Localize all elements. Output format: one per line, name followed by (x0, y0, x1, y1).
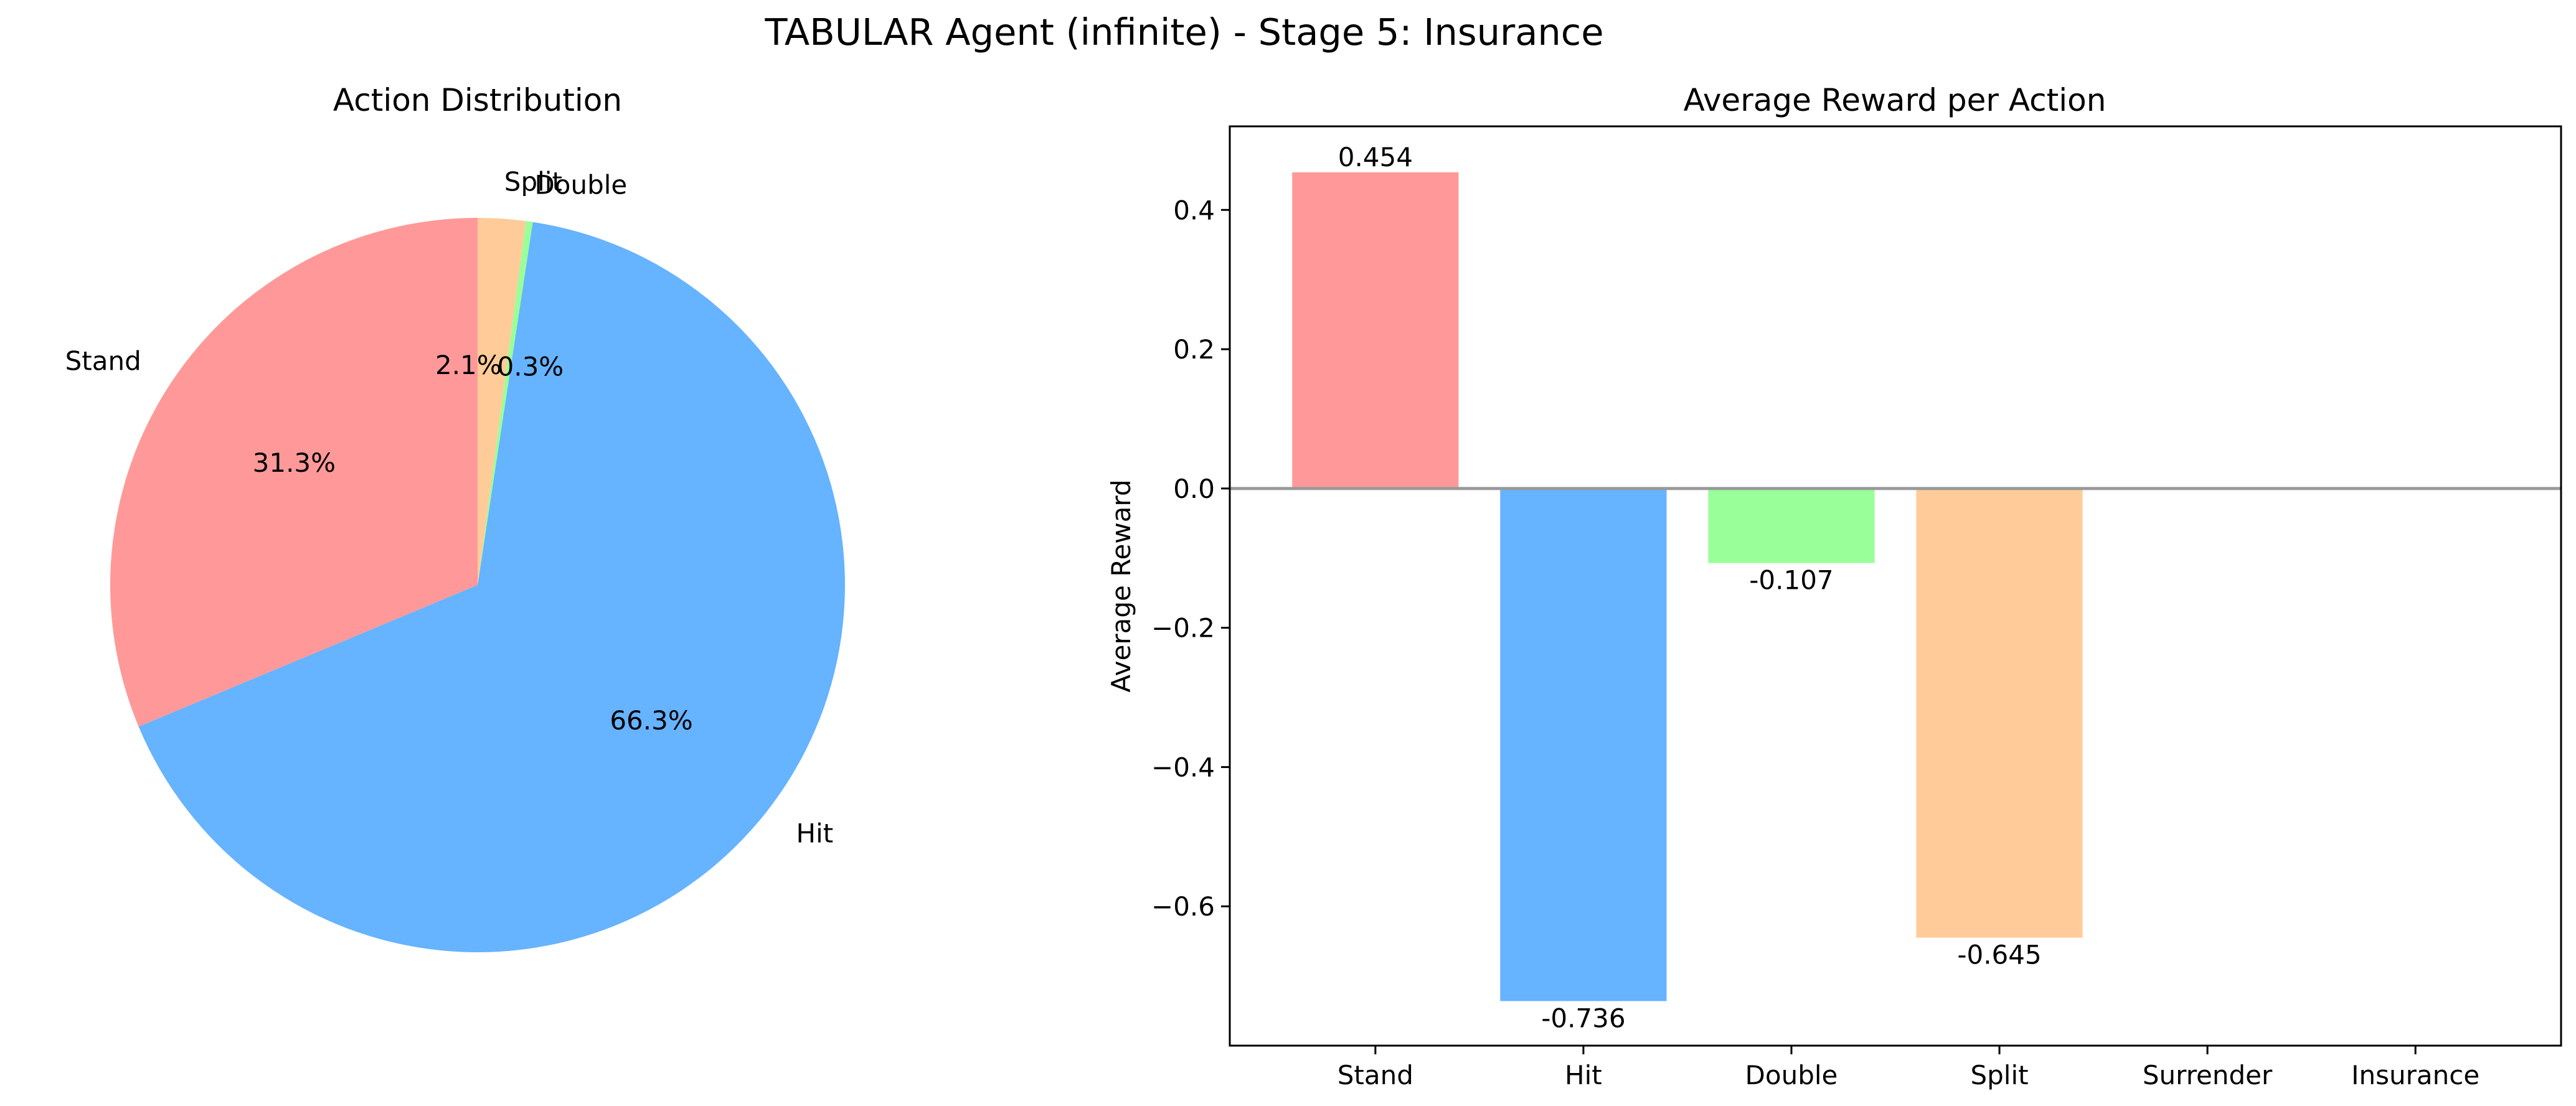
pie-slices (110, 218, 845, 953)
y-tick-label: 0.0 (1173, 474, 1215, 504)
pie-label-stand: Stand (65, 345, 141, 376)
bar-value-hit: -0.736 (1541, 1003, 1625, 1033)
bar-title: Average Reward per Action (1684, 82, 2107, 118)
pie-pct-hit: 66.3% (610, 705, 692, 736)
y-tick-label: 0.4 (1173, 195, 1215, 225)
pie-pct-double: 0.3% (498, 352, 564, 382)
bar-hit (1500, 488, 1667, 1001)
x-tick-label-hit: Hit (1565, 1060, 1602, 1090)
figure-title: TABULAR Agent (infinite) - Stage 5: Insu… (764, 11, 1603, 54)
pie-slice-split (478, 218, 526, 585)
x-tick-label-stand: Stand (1338, 1060, 1413, 1090)
pie-labels: Stand 31.3% Hit 66.3% Double 0.3% Split 2.1% (65, 166, 834, 848)
pie-title: Action Distribution (333, 82, 622, 118)
bar-chart: Average Reward per Action Average Reward… (1106, 82, 2562, 1090)
y-tick-label: −0.6 (1151, 891, 1215, 922)
bar-marks: 0.454 -0.736 -0.107 -0.645 (1292, 142, 2083, 1033)
pie-pct-stand: 31.3% (253, 448, 336, 478)
pie-slice-double (478, 221, 533, 585)
bar-value-double: -0.107 (1749, 565, 1833, 596)
bar-value-stand: 0.454 (1338, 142, 1413, 172)
pie-label-hit: Hit (796, 818, 834, 848)
pie-label-double: Double (534, 169, 627, 200)
y-tick-label: −0.2 (1151, 613, 1215, 644)
pie-slice-hit (138, 222, 845, 953)
y-axis-label: Average Reward (1106, 479, 1136, 692)
bar-axes: −0.6 −0.4 −0.2 0.0 0.2 0.4 Stand Hit Double Split… (1151, 125, 2562, 1090)
x-tick-label-surrender: Surrender (2143, 1060, 2273, 1090)
x-tick-label-double: Double (1745, 1060, 1838, 1090)
bar-value-split: -0.645 (1957, 940, 2041, 970)
pie-slice-stand (110, 218, 478, 727)
bar-plot-frame (1229, 125, 2562, 1047)
y-tick-label: 0.2 (1173, 334, 1215, 365)
y-tick-label: −0.4 (1151, 752, 1215, 782)
x-tick-label-insurance: Insurance (2351, 1060, 2479, 1090)
bar-stand (1292, 172, 1459, 489)
pie-label-split: Split (504, 166, 562, 197)
bar-split (1916, 488, 2083, 938)
bar-double (1708, 488, 1875, 563)
pie-chart: Action Distribution Stand 31.3% Hit 66.3% Do… (65, 82, 845, 953)
x-tick-label-split: Split (1970, 1060, 2028, 1090)
pie-pct-split: 2.1% (435, 350, 502, 380)
